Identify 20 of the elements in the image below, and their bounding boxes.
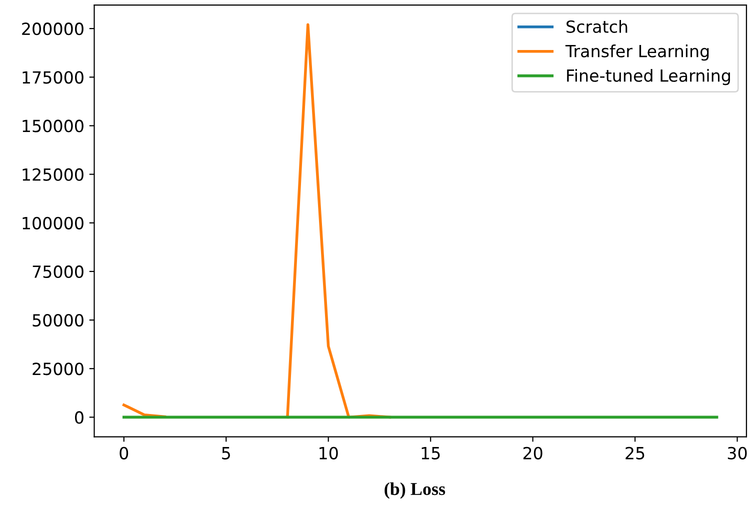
y-tick-label: 50000 bbox=[32, 314, 84, 327]
x-tick-label: 15 bbox=[422, 447, 440, 460]
x-tick-label: 5 bbox=[222, 447, 230, 460]
legend-label: Scratch bbox=[566, 20, 628, 33]
y-tick-label: 75000 bbox=[32, 265, 84, 278]
text: (b) Loss bbox=[384, 482, 446, 499]
legend-label: Transfer Learning bbox=[565, 44, 709, 61]
x-tick-label: 0 bbox=[120, 446, 128, 460]
x-tick-label: 25 bbox=[626, 446, 644, 460]
y-tick-label: 150000 bbox=[22, 120, 84, 132]
y-tick-label: 175000 bbox=[22, 71, 84, 84]
y-tick-label: 25000 bbox=[32, 362, 84, 376]
x-tick-label: 20 bbox=[523, 446, 542, 460]
y-tick-label: 200000 bbox=[22, 22, 84, 36]
x-tick-label: 10 bbox=[320, 446, 338, 460]
x-tick-label: 30 bbox=[728, 446, 747, 460]
y-tick-label: 0 bbox=[75, 411, 84, 424]
y-tick-label: 100000 bbox=[22, 216, 84, 230]
legend-label: Fine-tuned Learning bbox=[567, 68, 730, 86]
y-tick-label: 125000 bbox=[22, 168, 84, 181]
